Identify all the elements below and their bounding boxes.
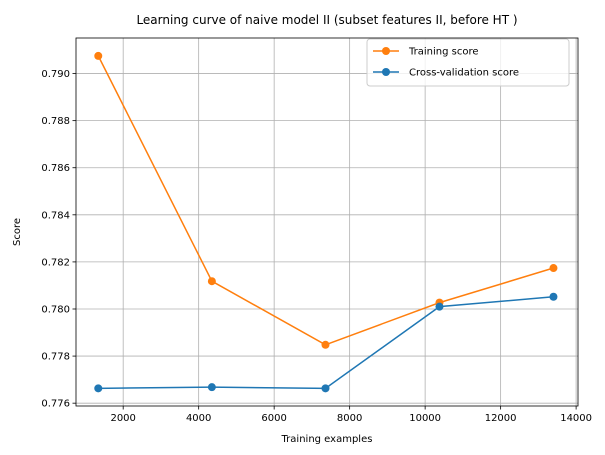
y-tick-label: 0.790 [41, 69, 70, 80]
x-tick-label: 8000 [337, 413, 362, 424]
legend: Training score Cross-validation score [366, 38, 570, 87]
y-tick-label: 0.782 [41, 257, 70, 268]
x-tick-label: 6000 [261, 413, 286, 424]
legend-cross-validation-score-marker [382, 68, 390, 76]
y-tick-label: 0.776 [41, 399, 70, 410]
x-tick-label: 10000 [409, 413, 441, 424]
legend-training-score-label: Training score [408, 47, 479, 58]
plot-frame [75, 37, 579, 407]
x-tick-label: 12000 [485, 413, 517, 424]
y-axis-ticks: 0.776 0.778 0.780 0.782 0.784 0.786 0.788 0.790 [41, 69, 76, 410]
x-tick-label: 4000 [186, 413, 211, 424]
x-tick-label: 14000 [560, 413, 592, 424]
legend-cross-validation-score-label: Cross-validation score [409, 68, 519, 79]
y-tick-label: 0.788 [41, 116, 70, 127]
legend-box [366, 38, 570, 87]
cross-validation-score-point [94, 384, 103, 393]
y-tick-label: 0.786 [41, 163, 70, 174]
x-axis-label: Training examples [281, 434, 373, 445]
y-axis-label: Score [12, 218, 23, 246]
cross-validation-score-point [435, 302, 444, 311]
cross-validation-score-point [207, 383, 216, 392]
legend-training-score-marker [382, 47, 390, 55]
training-score-point [321, 340, 330, 349]
training-score-point [549, 264, 558, 273]
cross-validation-score-point [549, 292, 558, 301]
y-tick-label: 0.780 [41, 304, 70, 315]
chart-title: Learning curve of naive model II (subset… [136, 13, 517, 27]
grid-lines [76, 38, 578, 406]
y-tick-label: 0.778 [41, 352, 70, 363]
training-score-point [94, 51, 103, 60]
series-group [94, 51, 558, 393]
y-tick-label: 0.784 [41, 210, 70, 221]
cross-validation-score-point [321, 384, 330, 393]
x-tick-label: 2000 [110, 413, 135, 424]
x-axis-ticks: 2000 4000 6000 8000 10000 12000 14000 [110, 406, 592, 424]
training-score-point [207, 277, 216, 286]
